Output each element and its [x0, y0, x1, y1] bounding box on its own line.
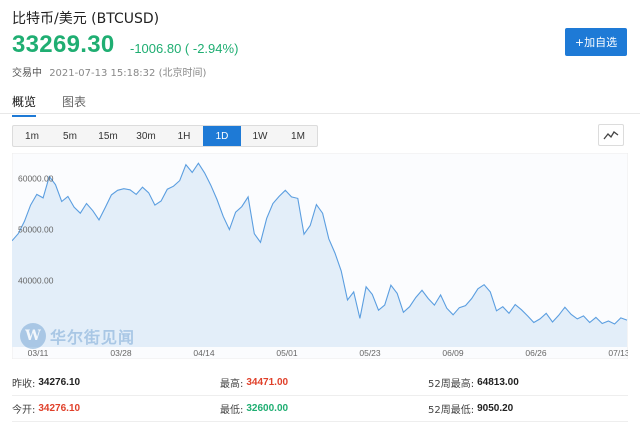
stat-label: 最低:: [220, 405, 244, 416]
range-button-1d[interactable]: 1D: [203, 126, 241, 146]
stat-value: 34276.10: [38, 403, 81, 414]
stat-item: 今开: 34276.10: [12, 401, 220, 416]
x-tick-label: 03/11: [28, 348, 49, 358]
add-watchlist-button[interactable]: +加自选: [565, 28, 627, 56]
stats-row: 昨收: 34276.10 最高: 34471.00 52周最高: 64813.00: [12, 370, 628, 396]
watermark-logo: W: [20, 323, 46, 349]
stat-label: 今开:: [12, 405, 36, 416]
stat-label: 最高:: [220, 379, 244, 390]
watermark-text: 华尔街见闻: [50, 328, 136, 347]
price-chart-svg: 60000.00 50000.00 40000.00 03/11 03/28 04/14 0…: [12, 153, 628, 359]
y-tick-label: 40000.00: [18, 276, 54, 286]
stat-label: 52周最低:: [428, 405, 475, 416]
x-tick-label: 06/26: [525, 348, 547, 358]
x-tick-label: 07/13: [608, 348, 628, 358]
stat-item: 昨收: 34276.10: [12, 375, 220, 390]
trading-status: 交易中 2021-07-13 15:18:32 (北京时间): [12, 64, 206, 79]
stat-item: 最低: 32600.00: [220, 401, 428, 416]
price-area: [12, 163, 627, 347]
range-button-1h[interactable]: 1H: [177, 130, 191, 142]
stats-table: 昨收: 34276.10 最高: 34471.00 52周最高: 64813.00 今开: 3…: [12, 370, 628, 422]
stat-value: 64813.00: [477, 377, 519, 388]
range-button-5m[interactable]: 5m: [63, 130, 77, 142]
range-button-15m[interactable]: 15m: [98, 130, 118, 142]
stat-value: 34276.10: [38, 377, 81, 388]
stat-item: 52周最高: 64813.00: [428, 375, 519, 390]
price-chart[interactable]: 60000.00 50000.00 40000.00 03/11 03/28 04/14 0…: [12, 153, 628, 359]
watermark: W 华尔街见闻: [20, 323, 135, 349]
instrument-title: 比特币/美元 (BTCUSD): [12, 11, 160, 27]
range-button-1m[interactable]: 1m: [25, 130, 39, 142]
x-tick-label: 06/09: [442, 348, 464, 358]
status-label: 交易中: [12, 68, 42, 79]
stat-label: 52周最高:: [428, 379, 475, 390]
stat-item: 52周最低: 9050.20: [428, 401, 513, 416]
stats-row: 今开: 34276.10 最低: 32600.00 52周最低: 9050.20: [12, 396, 628, 422]
stat-value: 34471.00: [246, 377, 289, 388]
y-tick-label: 60000.00: [18, 174, 54, 184]
x-tick-label: 05/23: [359, 348, 381, 358]
line-chart-icon: [603, 131, 619, 140]
x-tick-label: 04/14: [193, 348, 215, 358]
time-range-selector: 1m 5m 15m 30m 1H 1D 1W 1M: [12, 125, 318, 147]
x-tick-label: 03/28: [110, 348, 132, 358]
tab-0[interactable]: 概览: [12, 93, 37, 117]
price-change: -1006.80 ( -2.94%): [130, 41, 239, 56]
stat-label: 昨收:: [12, 379, 36, 390]
stat-item: 最高: 34471.00: [220, 375, 428, 390]
chart-type-button[interactable]: [598, 124, 624, 146]
tab-divider: [0, 113, 640, 114]
tab-1[interactable]: 图表: [62, 95, 87, 109]
range-button-1m[interactable]: 1M: [291, 130, 305, 142]
x-tick-label: 05/01: [276, 348, 298, 358]
stat-value: 32600.00: [246, 403, 289, 414]
range-button-1w[interactable]: 1W: [252, 130, 268, 142]
view-tabs: 概览 图表: [12, 93, 86, 117]
quote-timestamp: 2021-07-13 15:18:32 (北京时间): [49, 68, 207, 79]
range-button-30m[interactable]: 30m: [136, 130, 156, 142]
stat-value: 9050.20: [477, 403, 514, 414]
price-line: [12, 162, 628, 325]
current-price: 33269.30: [12, 31, 115, 58]
y-tick-label: 50000.00: [18, 225, 54, 235]
